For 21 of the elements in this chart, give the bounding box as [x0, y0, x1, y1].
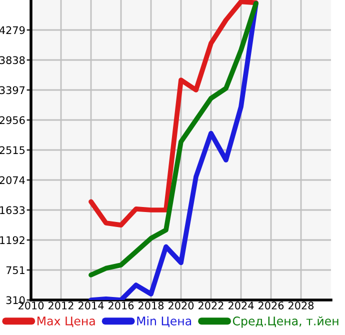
legend-label: Сред.Цена, т.йен: [232, 316, 338, 328]
x-tick-label: 2026: [258, 302, 284, 310]
y-tick-label: 2956: [0, 116, 25, 124]
x-tick-label: 2018: [138, 302, 164, 310]
line-series: [88, 0, 258, 228]
x-tick-label: 2016: [108, 302, 134, 310]
x-tick-label: 2028: [288, 302, 314, 310]
x-tick-label: 2020: [168, 302, 194, 310]
x-tick-label: 2012: [48, 302, 74, 310]
x-tick-label: 2024: [228, 302, 254, 310]
legend-label: Max Цена: [38, 316, 95, 328]
y-tick-label: 2515: [0, 146, 25, 154]
y-tick-label: 3397: [0, 86, 25, 94]
x-tick-label: 2014: [78, 302, 104, 310]
y-tick-label: 1633: [0, 206, 25, 214]
y-tick-label: 2074: [0, 176, 25, 184]
y-tick-label: 1192: [0, 236, 24, 244]
y-tick-label: 751: [6, 266, 24, 274]
legend-label: Min Цена: [137, 316, 192, 328]
y-tick-label: 3838: [0, 56, 25, 64]
x-tick-label: 2022: [198, 302, 224, 310]
